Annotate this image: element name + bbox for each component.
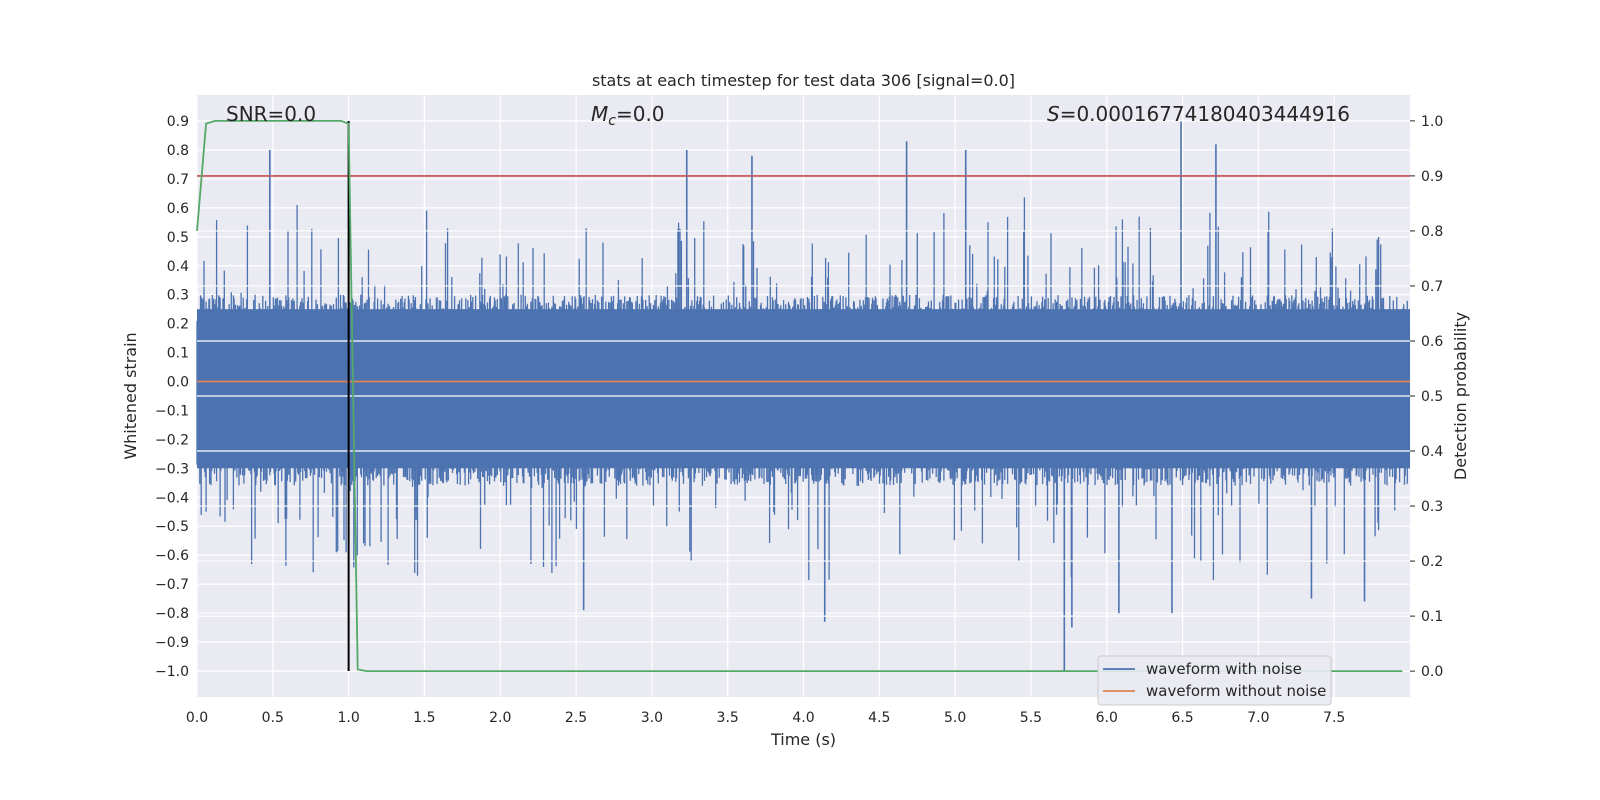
y-tick-label-right: 0.3 xyxy=(1421,499,1443,515)
y-tick-label-left: 0.1 xyxy=(167,346,189,362)
x-tick-label: 1.0 xyxy=(337,710,359,726)
y-tick-label-left: 0.3 xyxy=(167,288,189,304)
y-tick-label-right: 0.4 xyxy=(1421,444,1443,460)
y-tick-label-left: 0.8 xyxy=(167,143,189,159)
chart-title: stats at each timestep for test data 306… xyxy=(592,71,1015,90)
x-tick-label: 7.0 xyxy=(1247,710,1269,726)
y-tick-label-left: 0.6 xyxy=(167,201,189,217)
snr-annotation: SNR=0.0 xyxy=(226,102,316,126)
y-tick-label-left: −0.9 xyxy=(155,635,189,651)
legend-label-clean: waveform without noise xyxy=(1146,682,1326,700)
y-tick-label-left: −0.8 xyxy=(155,606,189,622)
x-tick-label: 4.5 xyxy=(868,710,890,726)
x-tick-label: 0.5 xyxy=(262,710,284,726)
y-tick-label-left: 0.0 xyxy=(167,375,189,391)
s-value: =0.00016774180403444916 xyxy=(1060,102,1350,126)
y-tick-label-left: −0.1 xyxy=(155,403,189,419)
y-tick-label-right: 0.5 xyxy=(1421,389,1443,405)
y-tick-label-right: 0.6 xyxy=(1421,334,1443,350)
y-tick-label-right: 1.0 xyxy=(1421,114,1443,130)
y-tick-label-right: 0.9 xyxy=(1421,169,1443,185)
s-symbol: S xyxy=(1047,102,1060,126)
x-tick-label: 2.0 xyxy=(489,710,511,726)
x-tick-label: 5.5 xyxy=(1020,710,1042,726)
x-tick-label: 2.5 xyxy=(565,710,587,726)
x-tick-label: 5.0 xyxy=(944,710,966,726)
y-tick-label-right: 0.7 xyxy=(1421,279,1443,295)
x-tick-label: 6.5 xyxy=(1171,710,1193,726)
legend-label-noisy: waveform with noise xyxy=(1146,660,1302,678)
noisy-waveform-core xyxy=(197,309,1410,469)
x-tick-label: 0.0 xyxy=(186,710,208,726)
y-tick-label-right: 0.1 xyxy=(1421,609,1443,625)
y-tick-label-right: 0.8 xyxy=(1421,224,1443,240)
y-tick-label-left: −0.4 xyxy=(155,490,189,506)
mc-value: =0.0 xyxy=(616,102,665,126)
y-tick-label-left: 0.2 xyxy=(167,317,189,333)
y-tick-label-left: 0.9 xyxy=(167,114,189,130)
detection-probability-line xyxy=(196,120,1403,672)
y-tick-label-left: −0.3 xyxy=(155,461,189,477)
x-axis-label: Time (s) xyxy=(770,730,836,749)
y-tick-label-left: −1.0 xyxy=(155,664,189,680)
axes: 0.0 0.5 1.0 1.5 2.0 2.5 3.0 3.5 4.0 4.5 5.0 5.5 6.0 6… xyxy=(155,114,1443,726)
y-axis-label-right: Detection probability xyxy=(1451,312,1470,480)
mc-subscript: c xyxy=(608,113,616,129)
y-axis-label-left: Whitened strain xyxy=(121,332,140,459)
y-tick-label-left: 0.5 xyxy=(167,230,189,246)
y-tick-label-left: 0.4 xyxy=(167,259,189,275)
x-tick-label: 6.0 xyxy=(1096,710,1118,726)
legend: waveform with noise waveform without noi… xyxy=(1097,655,1332,706)
x-tick-label: 3.0 xyxy=(641,710,663,726)
y-tick-label-left: −0.6 xyxy=(155,548,189,564)
s-annotation: S=0.00016774180403444916 xyxy=(1047,102,1350,126)
y-tick-label-right: 0.2 xyxy=(1421,554,1443,570)
line-series xyxy=(196,120,1410,672)
y-tick-label-left: −0.5 xyxy=(155,519,189,535)
x-tick-label: 3.5 xyxy=(717,710,739,726)
y-tick-label-left: 0.7 xyxy=(167,172,189,188)
x-tick-label: 4.0 xyxy=(792,710,814,726)
x-tick-label: 7.5 xyxy=(1323,710,1345,726)
y-tick-label-right: 0.0 xyxy=(1421,664,1443,680)
y-tick-label-left: −0.2 xyxy=(155,432,189,448)
chirp-mass-annotation: Mc=0.0 xyxy=(591,102,665,129)
legend-box xyxy=(1097,655,1332,706)
x-tick-label: 1.5 xyxy=(413,710,435,726)
y-tick-label-left: −0.7 xyxy=(155,577,189,593)
mc-symbol: M xyxy=(591,102,608,126)
